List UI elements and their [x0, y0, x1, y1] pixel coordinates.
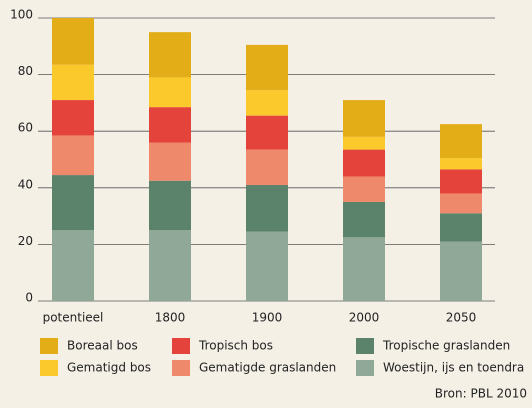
bar-segment	[149, 142, 191, 181]
source: Bron: PBL 2010	[435, 387, 527, 401]
bar-segment	[246, 90, 288, 116]
bar-segment	[440, 158, 482, 170]
bar-segment	[246, 231, 288, 301]
legend-swatch	[356, 360, 374, 376]
bar-segment	[149, 77, 191, 108]
x-tick-label: 2050	[446, 311, 477, 325]
bar-segment	[52, 64, 94, 101]
bar-segment	[440, 124, 482, 159]
bar-segment	[440, 241, 482, 301]
bar-segment	[149, 230, 191, 301]
bar-segment	[149, 107, 191, 143]
legend-swatch	[172, 360, 190, 376]
bar-segment	[149, 32, 191, 78]
legend-swatch	[356, 338, 374, 354]
y-tick-label: 60	[18, 121, 33, 135]
bar-segment	[440, 213, 482, 242]
legend-label: Gematigde graslanden	[199, 361, 336, 375]
y-tick-label: 0	[25, 291, 33, 305]
bar-segment	[52, 100, 94, 136]
legend-swatch	[40, 360, 58, 376]
bar-segment	[343, 149, 385, 177]
legend-swatch	[40, 338, 58, 354]
legend-label: Tropische graslanden	[382, 339, 510, 353]
bar-segment	[343, 237, 385, 301]
bar-segment	[52, 175, 94, 231]
bar-segment	[246, 115, 288, 150]
y-tick-label: 100	[10, 8, 33, 22]
bar-segment	[246, 184, 288, 232]
x-tick-label: 1900	[252, 311, 283, 325]
legend-label: Tropisch bos	[198, 339, 273, 353]
bar-segment	[343, 201, 385, 238]
bar-segment	[246, 44, 288, 91]
legend-label: Gematigd bos	[67, 361, 151, 375]
bar-segment	[440, 193, 482, 214]
x-tick-label: 2000	[349, 311, 380, 325]
x-tick-label: 1800	[155, 311, 186, 325]
legend-label: Boreaal bos	[67, 339, 138, 353]
y-tick-label: 20	[18, 234, 33, 248]
bar-segment	[52, 135, 94, 176]
x-tick-label: potentieel	[43, 311, 104, 325]
y-tick-label: 80	[18, 64, 33, 78]
bar-segment	[52, 230, 94, 301]
bar-segment	[246, 149, 288, 185]
bar-segment	[343, 100, 385, 137]
bar-segment	[343, 136, 385, 150]
y-tick-label: 40	[18, 177, 33, 191]
legend-label: Woestijn, ijs en toendra	[383, 361, 524, 375]
bar-segment	[343, 176, 385, 202]
legend-swatch	[172, 338, 190, 354]
bar-segment	[52, 18, 94, 65]
bar-segment	[149, 180, 191, 231]
bar-segment	[440, 169, 482, 194]
